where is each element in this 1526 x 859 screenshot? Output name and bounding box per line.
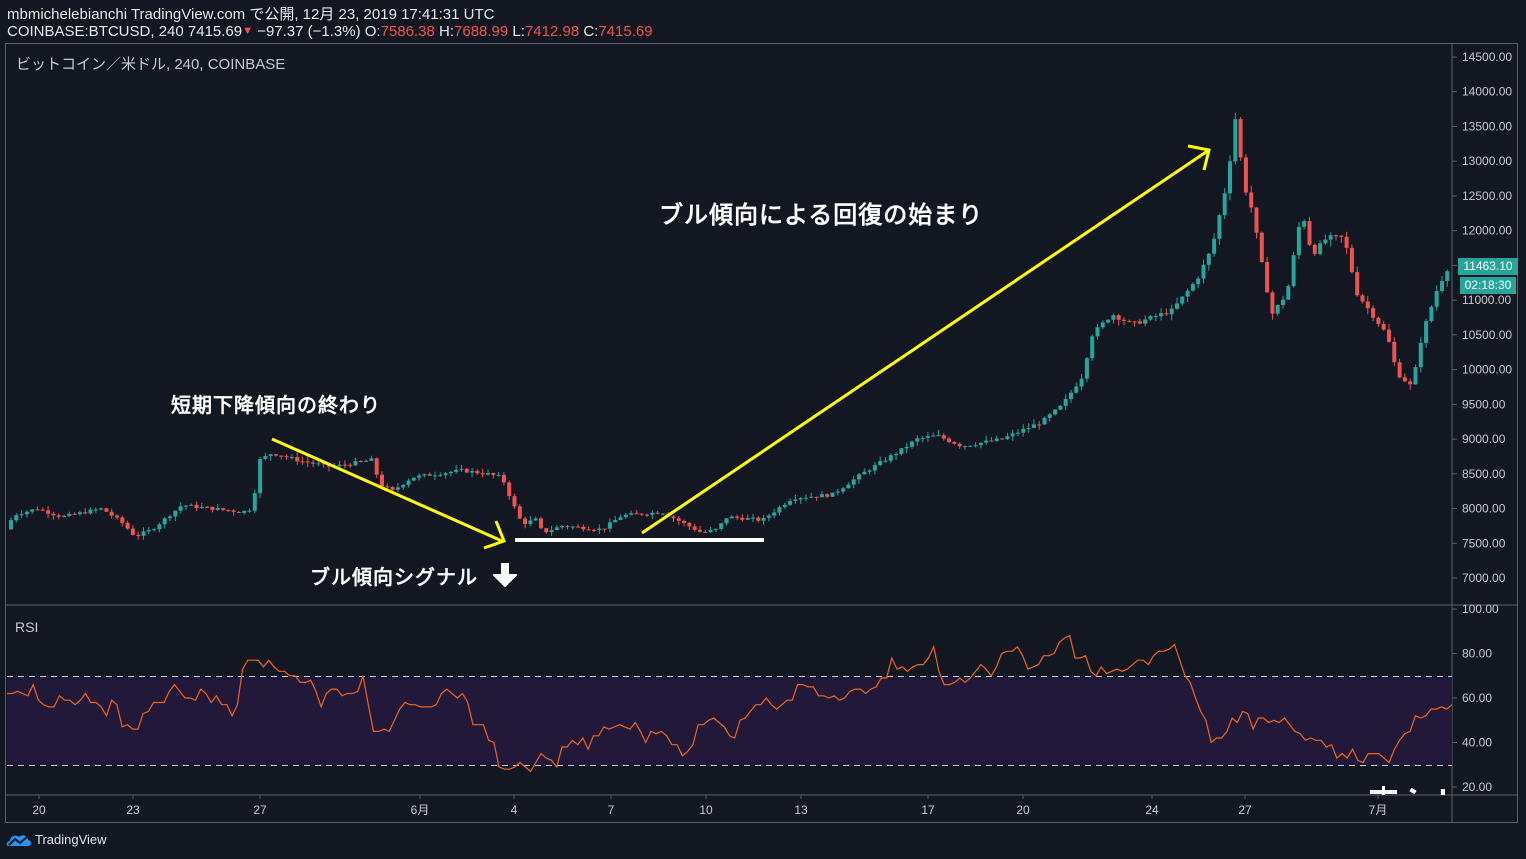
open-value: 7586.38 xyxy=(380,23,435,40)
svg-text:13: 13 xyxy=(794,803,808,817)
tradingview-brand: TradingView xyxy=(35,832,107,847)
svg-text:6月: 6月 xyxy=(411,803,430,817)
svg-text:13500.00: 13500.00 xyxy=(1462,119,1512,133)
svg-text:12500.00: 12500.00 xyxy=(1462,189,1512,203)
svg-text:7000.00: 7000.00 xyxy=(1462,571,1506,585)
publish-info: mbmichelebianchi TradingView.com で公開, 12… xyxy=(7,6,495,23)
annotation-bullish-recovery: ブル傾向による回復の始まり xyxy=(659,201,984,229)
rsi-band xyxy=(7,676,1452,766)
svg-text:13000.00: 13000.00 xyxy=(1462,154,1512,168)
svg-text:20: 20 xyxy=(32,803,46,817)
ohlc-legend: COINBASE:BTCUSD, 240 7415.69▼ −97.37 (−1… xyxy=(7,23,653,40)
uptrend-arrow-line[interactable] xyxy=(641,144,1211,535)
svg-text:20.00: 20.00 xyxy=(1462,780,1492,794)
open-label: O: xyxy=(364,23,381,40)
svg-text:27: 27 xyxy=(1238,803,1252,817)
low-label: L: xyxy=(512,23,525,40)
last-price: 7415.69 xyxy=(187,23,243,40)
rsi-line xyxy=(7,634,1453,773)
svg-text:20: 20 xyxy=(1016,803,1030,817)
svg-text:4: 4 xyxy=(511,803,518,817)
tradingview-cloud-icon xyxy=(6,834,32,846)
svg-text:11000.00: 11000.00 xyxy=(1462,293,1511,307)
close-value: 7415.69 xyxy=(598,23,653,40)
annotation-downtrend-end: 短期下降傾向の終わり xyxy=(171,393,381,417)
tradingview-logo[interactable]: TradingView xyxy=(6,832,107,847)
svg-text:10000.00: 10000.00 xyxy=(1462,363,1512,377)
svg-text:12000.00: 12000.00 xyxy=(1462,224,1512,238)
annotation-bullish-signal: ブル傾向シグナル xyxy=(310,561,518,590)
svg-text:10500.00: 10500.00 xyxy=(1462,328,1512,342)
svg-text:23: 23 xyxy=(126,803,140,817)
svg-text:17: 17 xyxy=(921,803,935,817)
countdown-tag: 02:18:30 xyxy=(1460,277,1516,294)
svg-text:100.00: 100.00 xyxy=(1462,602,1499,616)
svg-text:8500.00: 8500.00 xyxy=(1462,467,1506,481)
svg-text:14000.00: 14000.00 xyxy=(1462,85,1512,99)
watermark-fragment xyxy=(1370,786,1445,795)
svg-text:60.00: 60.00 xyxy=(1462,691,1492,705)
high-label: H: xyxy=(439,23,455,40)
high-value: 7688.99 xyxy=(454,23,509,40)
chart-frame xyxy=(5,43,1518,823)
svg-text:14500.00: 14500.00 xyxy=(1462,50,1512,64)
svg-text:10: 10 xyxy=(699,803,713,817)
svg-text:7月: 7月 xyxy=(1369,803,1388,817)
svg-text:8000.00: 8000.00 xyxy=(1462,502,1506,516)
svg-text:9500.00: 9500.00 xyxy=(1462,397,1506,411)
price-change: −97.37 (−1.3%) xyxy=(257,23,361,40)
down-triangle-icon: ▼ xyxy=(242,25,254,37)
svg-text:7: 7 xyxy=(608,803,615,817)
main-pane-title: ビットコイン／米ドル, 240, COINBASE xyxy=(16,56,286,73)
rsi-pane-title: RSI xyxy=(15,619,39,635)
low-value: 7412.98 xyxy=(524,23,580,40)
down-arrow-icon xyxy=(492,562,517,587)
annotation-bullish-signal-text: ブル傾向シグナル xyxy=(310,565,478,589)
svg-text:80.00: 80.00 xyxy=(1462,647,1492,661)
svg-text:7500.00: 7500.00 xyxy=(1462,536,1506,550)
rsi-axis[interactable]: 100.00 80.00 60.00 40.00 20.00 xyxy=(1452,602,1499,794)
downtrend-line[interactable] xyxy=(271,437,506,550)
close-label: C: xyxy=(583,23,599,40)
svg-text:9000.00: 9000.00 xyxy=(1462,432,1506,446)
price-axis[interactable]: 14500.00 14000.00 13500.00 13000.00 12500.00… xyxy=(1452,50,1512,585)
symbol-interval: COINBASE:BTCUSD, 240 xyxy=(7,23,184,40)
candlestick-series xyxy=(9,112,1450,540)
current-price-tag: 11463.10 xyxy=(1458,258,1518,275)
time-axis[interactable]: 20 23 27 6月 4 7 10 13 17 20 24 27 7月 xyxy=(32,795,1387,817)
svg-text:40.00: 40.00 xyxy=(1462,736,1492,750)
svg-text:27: 27 xyxy=(253,803,267,817)
svg-text:24: 24 xyxy=(1145,803,1159,817)
